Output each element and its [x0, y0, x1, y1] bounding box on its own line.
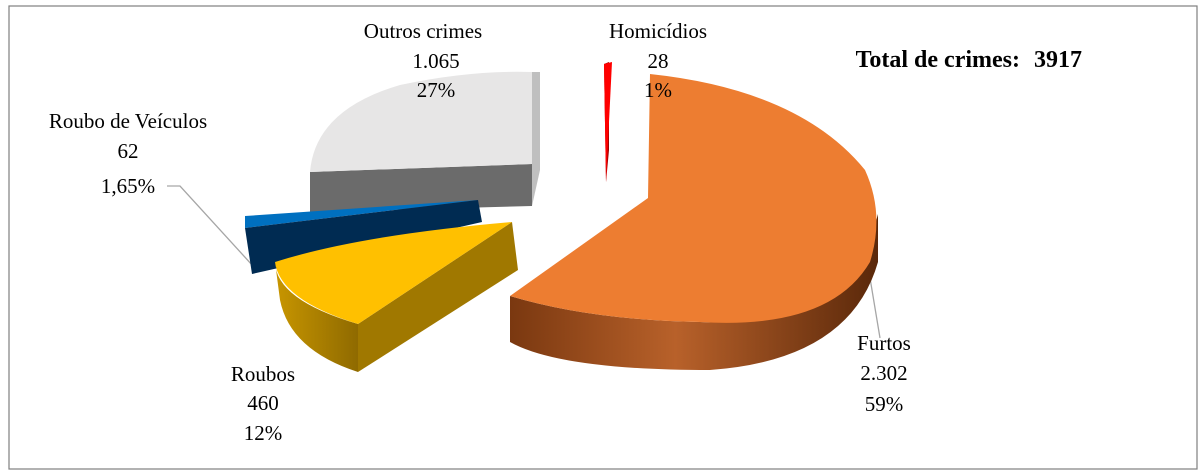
total-value: 3917: [1034, 47, 1082, 73]
slice-roubos-side: [358, 222, 518, 372]
label-outros-crimes: Outros crimes 1.065 27%: [364, 19, 482, 102]
slice-outros-crimes: [310, 71, 540, 212]
label-homicidios-percent: 1%: [644, 78, 672, 102]
label-outros-crimes-count: 1.065: [412, 49, 459, 73]
total-annotation: Total de crimes: 3917: [856, 47, 1082, 73]
label-roubo-veiculos: Roubo de Veículos 62 1,65%: [49, 109, 207, 198]
total-label: Total de crimes:: [856, 47, 1020, 73]
slice-furtos-side: [510, 214, 878, 370]
slice-outros-crimes-edge: [532, 72, 540, 206]
label-roubo-veiculos-name: Roubo de Veículos: [49, 109, 207, 133]
slice-roubos-top: [275, 222, 512, 324]
label-roubos: Roubos 460 12%: [231, 362, 295, 445]
label-furtos-count: 2.302: [860, 361, 907, 385]
slice-furtos-top: [510, 74, 877, 323]
label-outros-crimes-percent: 27%: [417, 78, 456, 102]
chart-border: [8, 5, 1198, 470]
leader-line-roubo-veiculos: [167, 185, 254, 267]
label-roubos-name: Roubos: [231, 362, 295, 386]
slice-furtos: [510, 74, 878, 370]
slice-roubos: [275, 222, 518, 372]
label-roubos-count: 460: [247, 391, 279, 415]
slice-homicidios-top: [604, 62, 612, 182]
label-furtos: Furtos 2.302 59%: [857, 331, 911, 416]
label-roubos-percent: 12%: [244, 421, 283, 445]
label-homicidios-count: 28: [648, 49, 669, 73]
slice-roubos-front: [275, 262, 358, 372]
slice-outros-crimes-side: [310, 164, 532, 212]
label-homicidios-name: Homicídios: [609, 19, 707, 43]
leader-line-furtos: [869, 277, 881, 339]
slice-outros-crimes-top: [310, 71, 532, 172]
label-furtos-name: Furtos: [857, 331, 911, 355]
label-roubo-veiculos-percent: 1,65%: [101, 174, 155, 198]
slice-homicidios: [604, 62, 612, 182]
label-furtos-percent: 59%: [865, 392, 904, 416]
label-roubo-veiculos-count: 62: [118, 139, 139, 163]
label-homicidios: Homicídios 28 1%: [609, 19, 707, 102]
label-outros-crimes-name: Outros crimes: [364, 19, 482, 43]
